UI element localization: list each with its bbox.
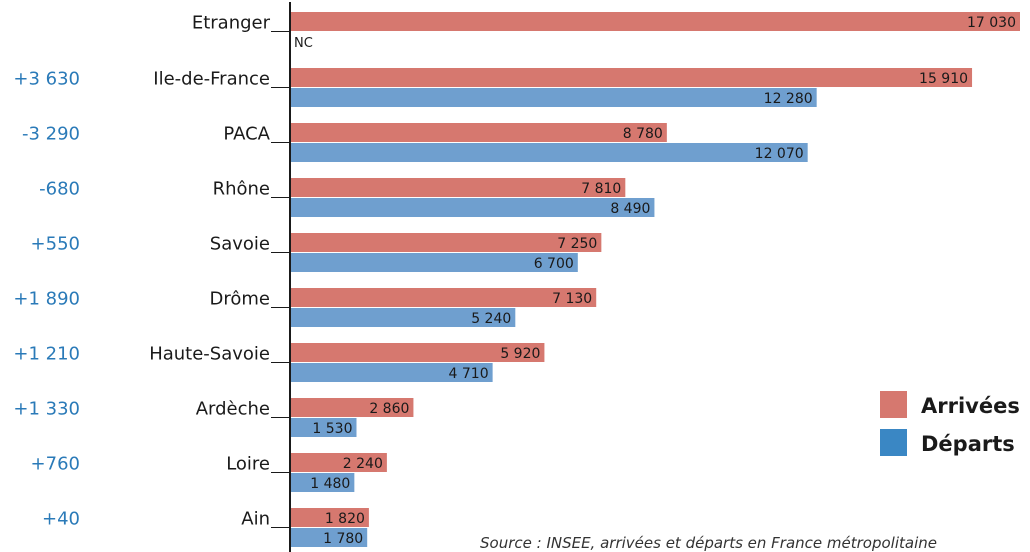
bar-arrivees [291, 12, 1020, 31]
value-label: 6 700 [534, 256, 574, 272]
value-label: 2 240 [343, 456, 383, 472]
value-label: 1 820 [325, 511, 365, 527]
bar-departs [291, 88, 817, 107]
legend-label-arrivees: Arrivées [921, 394, 1020, 418]
bar-departs [291, 308, 516, 327]
value-label: 8 780 [623, 126, 663, 142]
value-label: 12 280 [764, 91, 813, 107]
bar-departs [291, 198, 655, 217]
bar-arrivees [291, 288, 597, 307]
value-label: 1 530 [312, 421, 352, 437]
value-label: 7 130 [552, 291, 592, 307]
legend-swatch-departs [880, 429, 907, 456]
bar-arrivees [291, 398, 414, 417]
balance-label: +1 330 [13, 399, 80, 420]
bar-departs [291, 363, 493, 382]
value-label: 4 710 [449, 366, 489, 382]
source-note: Source : INSEE, arrivées et départs en F… [480, 534, 937, 552]
bar-arrivees [291, 178, 626, 197]
category-label: Savoie [210, 234, 270, 255]
value-label: 15 910 [919, 71, 968, 87]
legend: Arrivées Départs [880, 391, 1020, 456]
balance-label: +3 630 [13, 69, 80, 90]
legend-swatch-arrivees [880, 391, 907, 418]
bar-arrivees [291, 233, 602, 252]
category-label: Ile-de-France [153, 69, 270, 90]
balance-label: -3 290 [22, 124, 80, 145]
category-label: Ain [241, 509, 270, 530]
category-label: Drôme [210, 289, 271, 310]
balance-label: -680 [39, 179, 80, 200]
bar-arrivees [291, 68, 973, 87]
bar-arrivees [291, 123, 667, 142]
bar-arrivees [291, 343, 545, 362]
category-label: Etranger [192, 13, 271, 34]
value-label: 7 250 [557, 236, 597, 252]
value-label: 12 070 [755, 146, 804, 162]
balance-label: +40 [42, 509, 80, 530]
value-label: 2 860 [369, 401, 409, 417]
bar-arrivees [291, 508, 369, 527]
balance-label: +1 210 [13, 344, 80, 365]
balance-label: +550 [31, 234, 80, 255]
category-label: Rhône [213, 179, 270, 200]
bar-departs [291, 143, 808, 162]
bar-departs [291, 418, 357, 437]
value-label: 1 780 [323, 531, 363, 547]
bar-departs [291, 253, 578, 272]
labels-layer: Etranger 17 030 NC Ile-de-France +3 630 15 91… [13, 13, 1016, 548]
category-label: Ardèche [196, 399, 270, 420]
value-label: 7 810 [581, 181, 621, 197]
legend-label-departs: Départs [921, 432, 1015, 456]
category-label: Loire [226, 454, 270, 475]
value-label: 5 240 [471, 311, 511, 327]
bars-layer [291, 12, 1020, 547]
balance-label: +760 [31, 454, 80, 475]
balance-label: +1 890 [13, 289, 80, 310]
bar-arrivees [291, 453, 387, 472]
value-label: 17 030 [967, 15, 1016, 31]
value-label: 1 480 [310, 476, 350, 492]
category-label: Haute-Savoie [149, 344, 270, 365]
bar-departs [291, 528, 368, 547]
value-label: 8 490 [610, 201, 650, 217]
value-label-nc: NC [294, 36, 313, 51]
bar-departs [291, 473, 355, 492]
category-label: PACA [223, 124, 270, 145]
value-label: 5 920 [500, 346, 540, 362]
